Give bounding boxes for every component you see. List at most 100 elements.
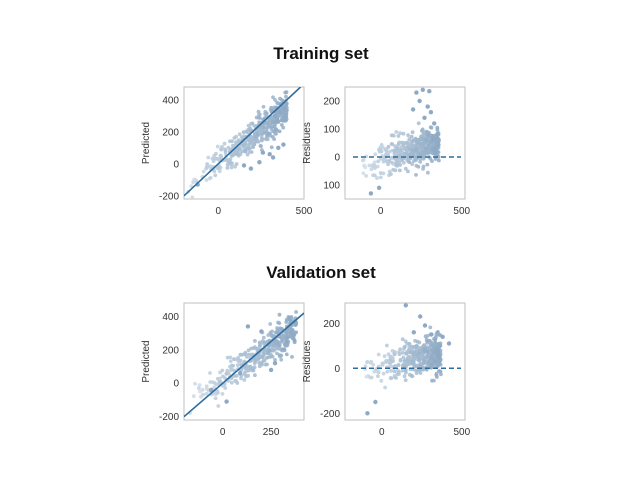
data-point: [268, 131, 272, 136]
x-tick-label: 0: [379, 427, 385, 438]
identity-line: [184, 87, 302, 197]
data-point: [389, 369, 393, 373]
data-point: [430, 147, 435, 152]
data-point: [253, 339, 257, 343]
data-point: [425, 133, 430, 138]
data-point: [208, 164, 213, 169]
data-point: [215, 166, 220, 171]
data-point: [280, 116, 285, 121]
x-tick-label: 500: [453, 427, 470, 438]
data-point: [427, 148, 432, 153]
data-point: [270, 334, 275, 339]
x-tick-label: 0: [378, 206, 384, 217]
data-point: [210, 156, 215, 161]
data-point: [199, 394, 203, 399]
data-point: [242, 378, 247, 382]
data-point: [272, 113, 278, 119]
data-point: [402, 374, 407, 379]
data-point: [428, 345, 432, 350]
x-tick-label: 500: [453, 206, 470, 217]
y-tick-label: 400: [162, 95, 179, 106]
data-point: [373, 152, 378, 157]
data-point: [213, 173, 218, 178]
data-point: [402, 160, 406, 165]
data-point: [414, 173, 418, 177]
data-point: [369, 167, 374, 172]
data-point: [275, 326, 279, 330]
data-point: [437, 138, 441, 143]
data-point: [391, 356, 395, 361]
data-point: [206, 155, 211, 160]
data-point: [235, 152, 240, 157]
y-axis-label: Predicted: [141, 340, 152, 382]
data-point: [396, 141, 401, 146]
data-point: [245, 152, 250, 157]
data-point: [225, 157, 230, 162]
data-point: [414, 371, 419, 376]
data-point: [237, 371, 243, 376]
data-point: [263, 362, 268, 367]
data-point: [274, 132, 278, 136]
data-point: [280, 348, 285, 353]
data-point: [435, 352, 440, 357]
y-tick-label: 400: [162, 312, 179, 323]
data-point: [229, 376, 234, 381]
data-point: [409, 134, 414, 139]
data-point: [421, 367, 425, 372]
data-point: [371, 363, 376, 367]
data-point: [426, 170, 430, 175]
data-point: [249, 135, 254, 140]
data-point: [405, 156, 410, 161]
data-point: [226, 145, 231, 150]
data-point: [389, 142, 394, 146]
data-point: [283, 110, 288, 115]
data-point: [193, 381, 197, 386]
data-point: [402, 141, 407, 145]
data-point: [410, 144, 414, 149]
data-point: [376, 159, 381, 164]
data-point: [283, 90, 288, 95]
data-point: [291, 334, 295, 338]
data-point: [429, 355, 434, 360]
data-point: [243, 140, 247, 145]
data-point: [386, 352, 391, 357]
data-point: [404, 151, 409, 156]
data-point: [411, 351, 416, 356]
data-point: [400, 337, 405, 342]
data-point: [234, 134, 239, 139]
data-point: [395, 157, 400, 162]
data-point: [396, 134, 401, 138]
data-point: [217, 169, 222, 174]
data-point: [192, 177, 197, 182]
data-point: [208, 387, 214, 393]
data-point: [258, 128, 263, 133]
data-point: [407, 137, 412, 142]
data-point: [365, 360, 369, 365]
data-point: [439, 372, 443, 377]
x-tick-label: 0: [220, 427, 226, 438]
data-point: [402, 345, 407, 349]
data-point: [398, 168, 402, 173]
data-point: [375, 164, 380, 169]
data-point: [376, 374, 380, 379]
data-point: [415, 139, 419, 144]
data-point: [425, 104, 430, 109]
data-point: [437, 332, 441, 337]
data-point: [234, 148, 239, 153]
data-point: [270, 343, 274, 348]
data-point: [426, 333, 430, 338]
data-point: [384, 147, 388, 152]
data-point: [437, 158, 441, 163]
data-point: [377, 149, 382, 154]
data-point: [440, 334, 445, 339]
data-point: [271, 120, 275, 125]
data-point: [281, 125, 286, 130]
data-point: [394, 376, 398, 380]
data-point: [257, 340, 262, 345]
data-point: [246, 373, 251, 378]
data-point: [416, 121, 421, 126]
data-point: [241, 130, 246, 135]
points-layer: [363, 303, 452, 416]
data-point: [249, 346, 254, 351]
data-point: [218, 370, 223, 375]
